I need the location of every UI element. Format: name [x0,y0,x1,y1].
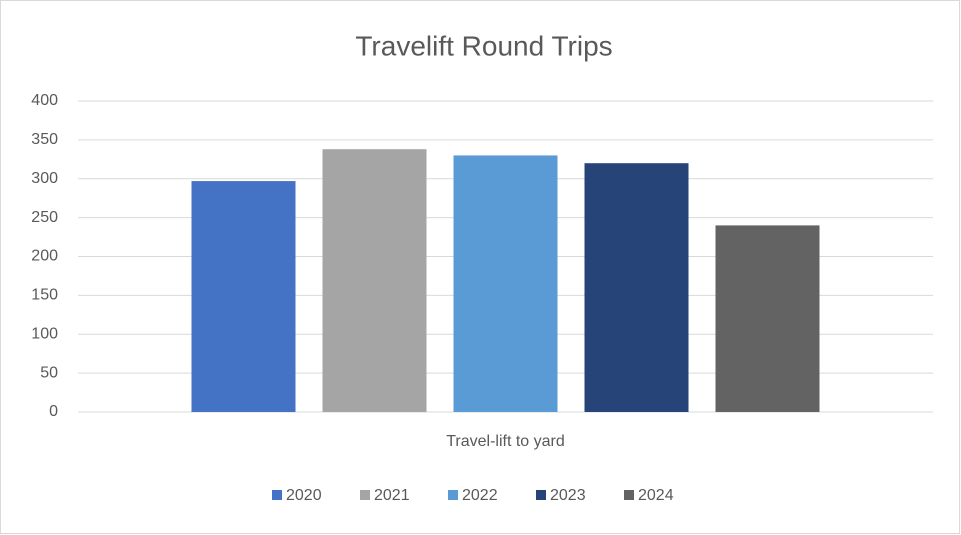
bar [453,155,558,413]
y-tick-label: 300 [31,170,58,187]
legend-swatch [272,490,282,500]
legend-swatch [624,490,634,500]
legend-label: 2024 [638,487,674,504]
y-tick-label: 250 [31,209,58,226]
x-tick-label: Travel-lift to yard [446,433,565,450]
y-tick-label: 0 [49,403,58,420]
chart-title: Travelift Round Trips [355,30,612,61]
y-tick-label: 50 [40,364,58,381]
bar [584,163,689,412]
legend-label: 2020 [286,487,322,504]
legend-swatch [448,490,458,500]
y-tick-label: 350 [31,131,58,148]
legend-swatch [536,490,546,500]
legend-label: 2021 [374,487,410,504]
y-tick-label: 200 [31,248,58,265]
y-tick-label: 400 [31,92,58,109]
bar [322,149,427,412]
bar [191,181,296,412]
y-tick-label: 100 [31,325,58,342]
legend-label: 2023 [550,487,586,504]
legend-swatch [360,490,370,500]
y-tick-label: 150 [31,287,58,304]
bar [715,225,820,412]
legend-label: 2022 [462,487,498,504]
